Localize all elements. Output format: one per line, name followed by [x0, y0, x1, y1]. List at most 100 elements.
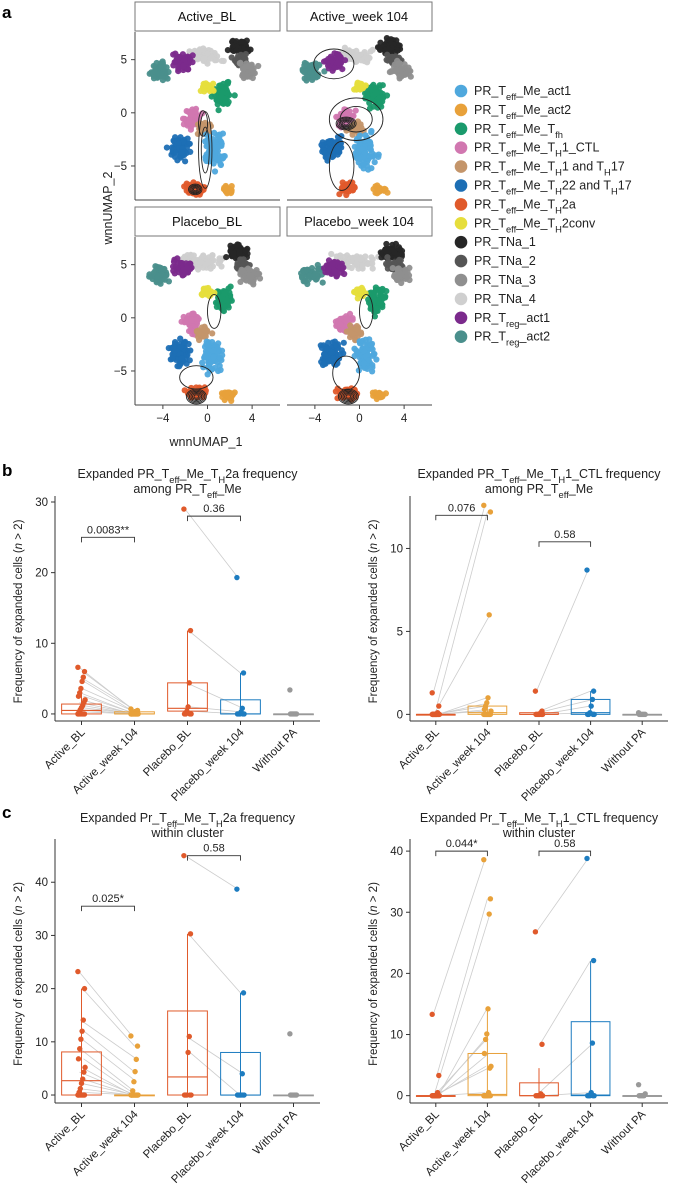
- data-point: [78, 1036, 84, 1042]
- data-point: [75, 711, 82, 717]
- umap-cell-point: [326, 139, 333, 147]
- umap-cell-point: [339, 266, 346, 273]
- umap-cell-point: [402, 268, 409, 275]
- umap-cell-point: [178, 355, 185, 362]
- paired-sample-line: [81, 1038, 137, 1083]
- paired-sample-line: [434, 1039, 487, 1096]
- umap-cell-point: [220, 153, 227, 160]
- data-point: [187, 931, 194, 937]
- umap-cell-point: [216, 257, 223, 264]
- umap-cell-point: [368, 153, 375, 160]
- data-point: [481, 856, 487, 863]
- umap-density-contour: [192, 187, 198, 192]
- umap-density-contour: [335, 116, 357, 131]
- umap-cell-point: [202, 285, 210, 292]
- umap-cell-point: [162, 68, 169, 75]
- data-point: [75, 693, 82, 699]
- umap-cell-point: [355, 367, 362, 374]
- umap-cell-point: [181, 255, 188, 262]
- data-point: [590, 711, 596, 718]
- umap-cell-point: [331, 267, 338, 274]
- paired-sample-line: [188, 933, 241, 994]
- data-point: [234, 1092, 241, 1098]
- data-point: [538, 1092, 545, 1099]
- umap-cell-point: [244, 63, 251, 70]
- umap-cell-point: [359, 262, 366, 269]
- umap-cell-point: [333, 273, 340, 280]
- paired-sample-line: [81, 688, 137, 713]
- boxplot-b-left: Expanded PR_Teff_Me_TH2a frequencyamong …: [13, 467, 320, 804]
- umap-cell-point: [371, 297, 378, 304]
- data-point: [485, 1006, 491, 1012]
- umap-cell-point: [353, 260, 360, 267]
- data-point: [287, 1031, 293, 1037]
- umap-facet-3: −4 0 4: [287, 240, 432, 425]
- umap-density-contour: [198, 110, 208, 137]
- umap-x-tick-label: 0: [356, 413, 362, 425]
- umap-cell-point: [380, 294, 387, 301]
- umap-y-tick-label: 0: [121, 108, 127, 120]
- umap-cell-point: [184, 66, 191, 73]
- paired-sample-line: [78, 1088, 133, 1096]
- umap-cell-point: [236, 251, 243, 258]
- umap-cell-point: [383, 260, 390, 267]
- data-point: [481, 706, 488, 713]
- p-value-label: 0.58: [554, 529, 575, 541]
- data-point: [482, 1036, 489, 1043]
- legend-swatch: [454, 217, 468, 230]
- p-value-label: 0.58: [203, 843, 224, 855]
- umap-cell-point: [330, 152, 337, 160]
- data-point: [79, 678, 85, 685]
- umap-cell-point: [341, 253, 348, 260]
- umap-cell-point: [315, 71, 322, 78]
- umap-cell-point: [347, 322, 354, 329]
- data-point: [186, 680, 192, 686]
- umap-cell-point: [174, 157, 181, 164]
- umap-cell-point: [224, 90, 232, 97]
- umap-cell-point: [366, 105, 374, 112]
- umap-cell-point: [222, 391, 229, 398]
- data-point: [132, 1068, 138, 1075]
- umap-cell-point: [389, 265, 396, 272]
- umap-cell-point: [218, 93, 225, 101]
- paired-sample-line: [434, 705, 487, 715]
- umap-cell-point: [379, 285, 386, 293]
- umap-cell-point: [368, 254, 375, 261]
- umap-cell-point: [213, 57, 220, 64]
- umap-y-tick-label: 5: [121, 55, 127, 67]
- umap-cell-point: [203, 341, 210, 348]
- legend-swatch: [454, 311, 468, 325]
- umap-cell-point: [371, 159, 378, 166]
- chart-y-tick-label: 0: [42, 709, 48, 721]
- umap-cell-point: [222, 184, 229, 191]
- legend-swatch: [454, 160, 468, 173]
- chart-ylabel: Frequency of expanded cells (n > 2): [368, 519, 380, 703]
- umap-cell-point: [146, 273, 153, 280]
- umap-cell-point: [240, 274, 247, 281]
- legend-label: PR_Teff_Me_Tfh: [474, 122, 563, 140]
- umap-cell-point: [160, 63, 167, 70]
- paired-sample-line: [434, 614, 491, 713]
- umap-cell-point: [360, 360, 368, 367]
- umap-cell-point: [202, 325, 209, 332]
- umap-density-contour: [338, 118, 354, 129]
- panel-label-a: a: [2, 3, 12, 22]
- boxplot-c-right: Expanded Pr_Teff_Me_TH1_CTL frequencywit…: [368, 811, 668, 1186]
- data-point: [584, 1092, 591, 1099]
- p-value-label: 0.044*: [446, 838, 479, 850]
- chart-title-line2: among PR_Teff_Me: [485, 482, 593, 500]
- umap-cell-point: [171, 348, 178, 355]
- umap-density-contour: [188, 390, 204, 403]
- data-point: [589, 1040, 596, 1046]
- umap-density-contour: [189, 184, 202, 195]
- data-point: [75, 1092, 82, 1098]
- umap-panels: 5 0 −5 −4 0 4 5 0 −5 −4 0 4: [114, 32, 432, 425]
- significance-bracket: [187, 855, 241, 861]
- umap-x-tick-label: 0: [204, 413, 210, 425]
- facet-title-placebo-wk104: Placebo_week 104: [304, 214, 414, 229]
- umap-cell-point: [205, 82, 213, 90]
- data-point: [635, 1081, 642, 1088]
- data-point: [81, 1069, 87, 1075]
- umap-cell-point: [175, 140, 182, 147]
- significance-bracket: [538, 850, 592, 857]
